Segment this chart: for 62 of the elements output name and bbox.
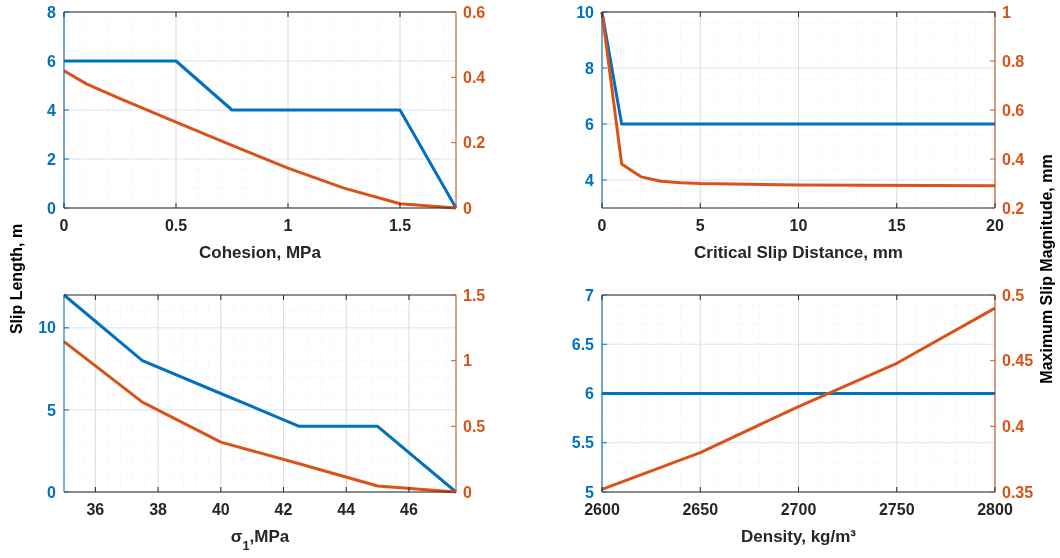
x-axis-title: Critical Slip Distance, mm — [694, 243, 903, 262]
x-tick-label: 0 — [59, 217, 69, 234]
y-tick-label: 4 — [47, 101, 57, 119]
y2-tick-label: 0 — [463, 199, 472, 217]
y2-tick-label: 0.6 — [463, 3, 486, 21]
x-tick-label: 2650 — [682, 501, 719, 518]
x-tick-label: 2700 — [780, 501, 817, 518]
x-tick-label: 0 — [597, 217, 607, 234]
y2-tick-label: 1 — [463, 352, 472, 370]
y-tick-label: 8 — [47, 3, 57, 21]
x-tick-label: 1 — [283, 217, 293, 234]
x-tick-label: 5 — [695, 217, 705, 234]
y-tick-label: 5 — [585, 483, 595, 501]
y-tick-label: 6 — [585, 115, 595, 133]
y2-tick-label: 0.5 — [463, 417, 486, 435]
y-tick-label: 10 — [576, 3, 595, 21]
x-tick-label: 10 — [789, 217, 808, 234]
x-tick-label: 38 — [149, 501, 168, 518]
x-axis-title: Cohesion, MPa — [199, 243, 322, 262]
x-tick-label: 40 — [211, 501, 230, 518]
x-tick-label: 15 — [887, 217, 906, 234]
x-tick-label: 1.5 — [388, 217, 412, 234]
y2-tick-label: 0.4 — [1002, 150, 1025, 168]
y-tick-label: 6 — [585, 385, 595, 403]
x-tick-label: 2750 — [878, 501, 915, 518]
y2-tick-label: 0.2 — [463, 134, 486, 152]
y-tick-label: 4 — [585, 171, 595, 189]
y2-tick-label: 0.8 — [1002, 52, 1025, 70]
x-tick-label: 2600 — [584, 501, 620, 518]
y-tick-label: 5.5 — [571, 434, 595, 452]
y2-tick-label: 0.35 — [1002, 483, 1034, 501]
x-axis-title: Density, kg/m³ — [741, 527, 857, 546]
y2-tick-label: 1 — [1002, 3, 1011, 21]
y2-tick-label: 0.2 — [1002, 199, 1025, 217]
x-axis-title: σ$_{1}$,MPa — [230, 527, 290, 553]
line-series — [600, 306, 997, 491]
x-tick-label: 0.5 — [164, 217, 188, 234]
y-tick-label: 7 — [585, 286, 595, 304]
y-tick-label: 10 — [38, 319, 57, 337]
y2-tick-label: 0.6 — [1002, 101, 1025, 119]
y-tick-label: 0 — [47, 199, 57, 217]
x-tick-label: 44 — [337, 501, 356, 518]
y2-tick-label: 0.5 — [1002, 286, 1025, 304]
y-tick-label: 2 — [47, 150, 57, 168]
x-tick-label: 20 — [986, 217, 1004, 234]
x-tick-label: 42 — [274, 501, 293, 518]
y-tick-label: 6 — [47, 52, 57, 70]
y2-tick-label: 1.5 — [463, 286, 486, 304]
y-axis-title: Slip Length, m — [8, 223, 25, 335]
y2-tick-label: 0 — [463, 483, 472, 501]
x-tick-label: 36 — [86, 501, 105, 518]
x-tick-label: 46 — [400, 501, 418, 518]
y2-tick-label: 0.45 — [1002, 352, 1034, 370]
y-tick-label: 8 — [585, 59, 595, 77]
y2-axis-title: Maximum Slip Magnitude, mm — [1038, 154, 1055, 384]
y-tick-label: 6.5 — [571, 335, 595, 353]
line-series — [600, 10, 997, 188]
y-tick-label: 0 — [47, 483, 57, 501]
y-tick-label: 5 — [47, 401, 57, 419]
x-tick-label: 2800 — [977, 501, 1013, 518]
y2-tick-label: 0.4 — [1002, 417, 1025, 435]
y2-tick-label: 0.4 — [463, 68, 486, 86]
